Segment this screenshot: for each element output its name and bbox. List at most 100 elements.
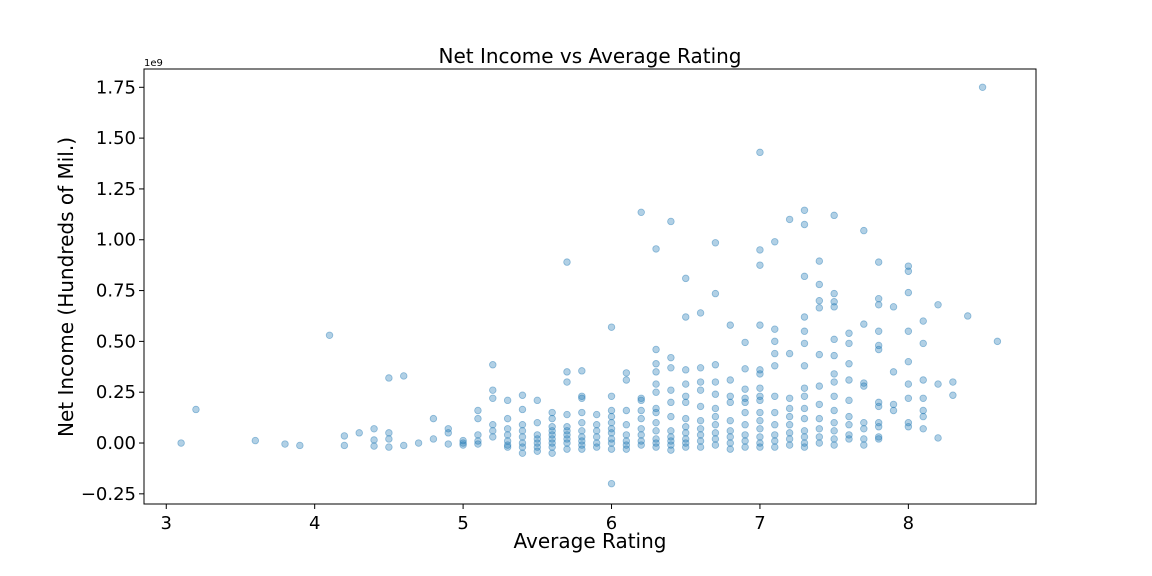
data-point [756,439,764,447]
data-point [192,405,200,414]
data-point [503,441,512,449]
data-point [652,345,660,354]
data-point [637,437,645,445]
data-point [711,429,720,437]
data-point [563,378,571,386]
data-point [592,439,601,447]
data-point [637,396,645,405]
data-point [815,400,824,409]
data-point [696,443,705,451]
data-point [830,211,838,220]
data-point [652,368,660,376]
data-point [711,441,720,449]
data-point [756,443,764,451]
data-point [696,309,705,317]
data-point [815,433,824,441]
data-point [771,408,779,417]
data-point [815,382,824,390]
data-point [474,406,482,415]
data-point [682,380,690,388]
data-point [578,441,586,449]
data-point [904,423,913,431]
data-point [711,378,720,386]
data-point [934,301,942,309]
data-point [385,443,393,451]
data-point [785,412,794,421]
data-point [726,416,734,425]
data-point [771,349,779,358]
data-point [785,435,794,443]
data-point [637,406,645,415]
x-tick-label: 8 [903,513,914,534]
data-point [533,418,542,427]
data-point [845,376,853,384]
data-point [771,421,779,429]
data-point [919,394,927,402]
y-tick-label: 1.75 [96,77,136,98]
data-point [682,435,690,443]
data-point [578,445,586,453]
data-point [682,313,690,321]
data-point [874,433,883,441]
data-point [682,443,690,451]
data-point [518,433,527,441]
data-point [904,267,913,275]
data-point [696,386,705,394]
data-point [682,423,690,431]
data-point [578,392,586,400]
data-point [607,445,616,453]
data-point [874,341,883,350]
data-point [652,418,660,427]
data-point [741,338,749,347]
data-point [592,410,601,419]
data-point [830,418,838,427]
data-point [830,441,838,449]
data-point [548,408,556,417]
x-tick-label: 3 [161,513,172,534]
data-point [889,400,898,409]
data-point [771,437,779,445]
data-point [652,245,660,253]
data-point [874,345,883,354]
data-point [652,388,660,396]
data-point [533,447,542,455]
data-point [919,317,927,325]
x-axis-ticks: 3 4 5 6 7 8 [161,504,914,534]
data-point [741,431,749,439]
data-point [682,366,690,374]
data-point [296,441,304,450]
data-point [667,427,675,435]
data-point [860,379,868,387]
data-point [682,274,690,283]
data-point [503,443,512,451]
data-point [444,425,452,433]
data-point [815,297,824,305]
data-point [696,402,705,411]
data-point [919,339,927,348]
data-point [756,433,764,441]
data-point [370,436,378,444]
data-point [860,435,868,443]
data-point [845,435,853,443]
data-point [518,449,527,457]
data-point [340,432,349,440]
data-point [815,414,824,423]
data-point [756,392,764,400]
data-point [622,421,631,429]
x-tick-label: 7 [754,513,765,534]
data-point [741,443,749,451]
data-point [904,288,913,297]
data-point [533,396,542,405]
data-point [682,392,690,400]
data-point [726,439,734,447]
y-axis-label: Net Income (Hundreds of Mil.) [54,137,78,437]
data-point [741,385,749,393]
data-point [607,392,616,400]
data-point [904,262,913,270]
data-point [281,440,289,448]
data-point [548,431,556,439]
data-point [800,404,809,413]
data-point [800,443,809,451]
data-point [607,429,616,437]
